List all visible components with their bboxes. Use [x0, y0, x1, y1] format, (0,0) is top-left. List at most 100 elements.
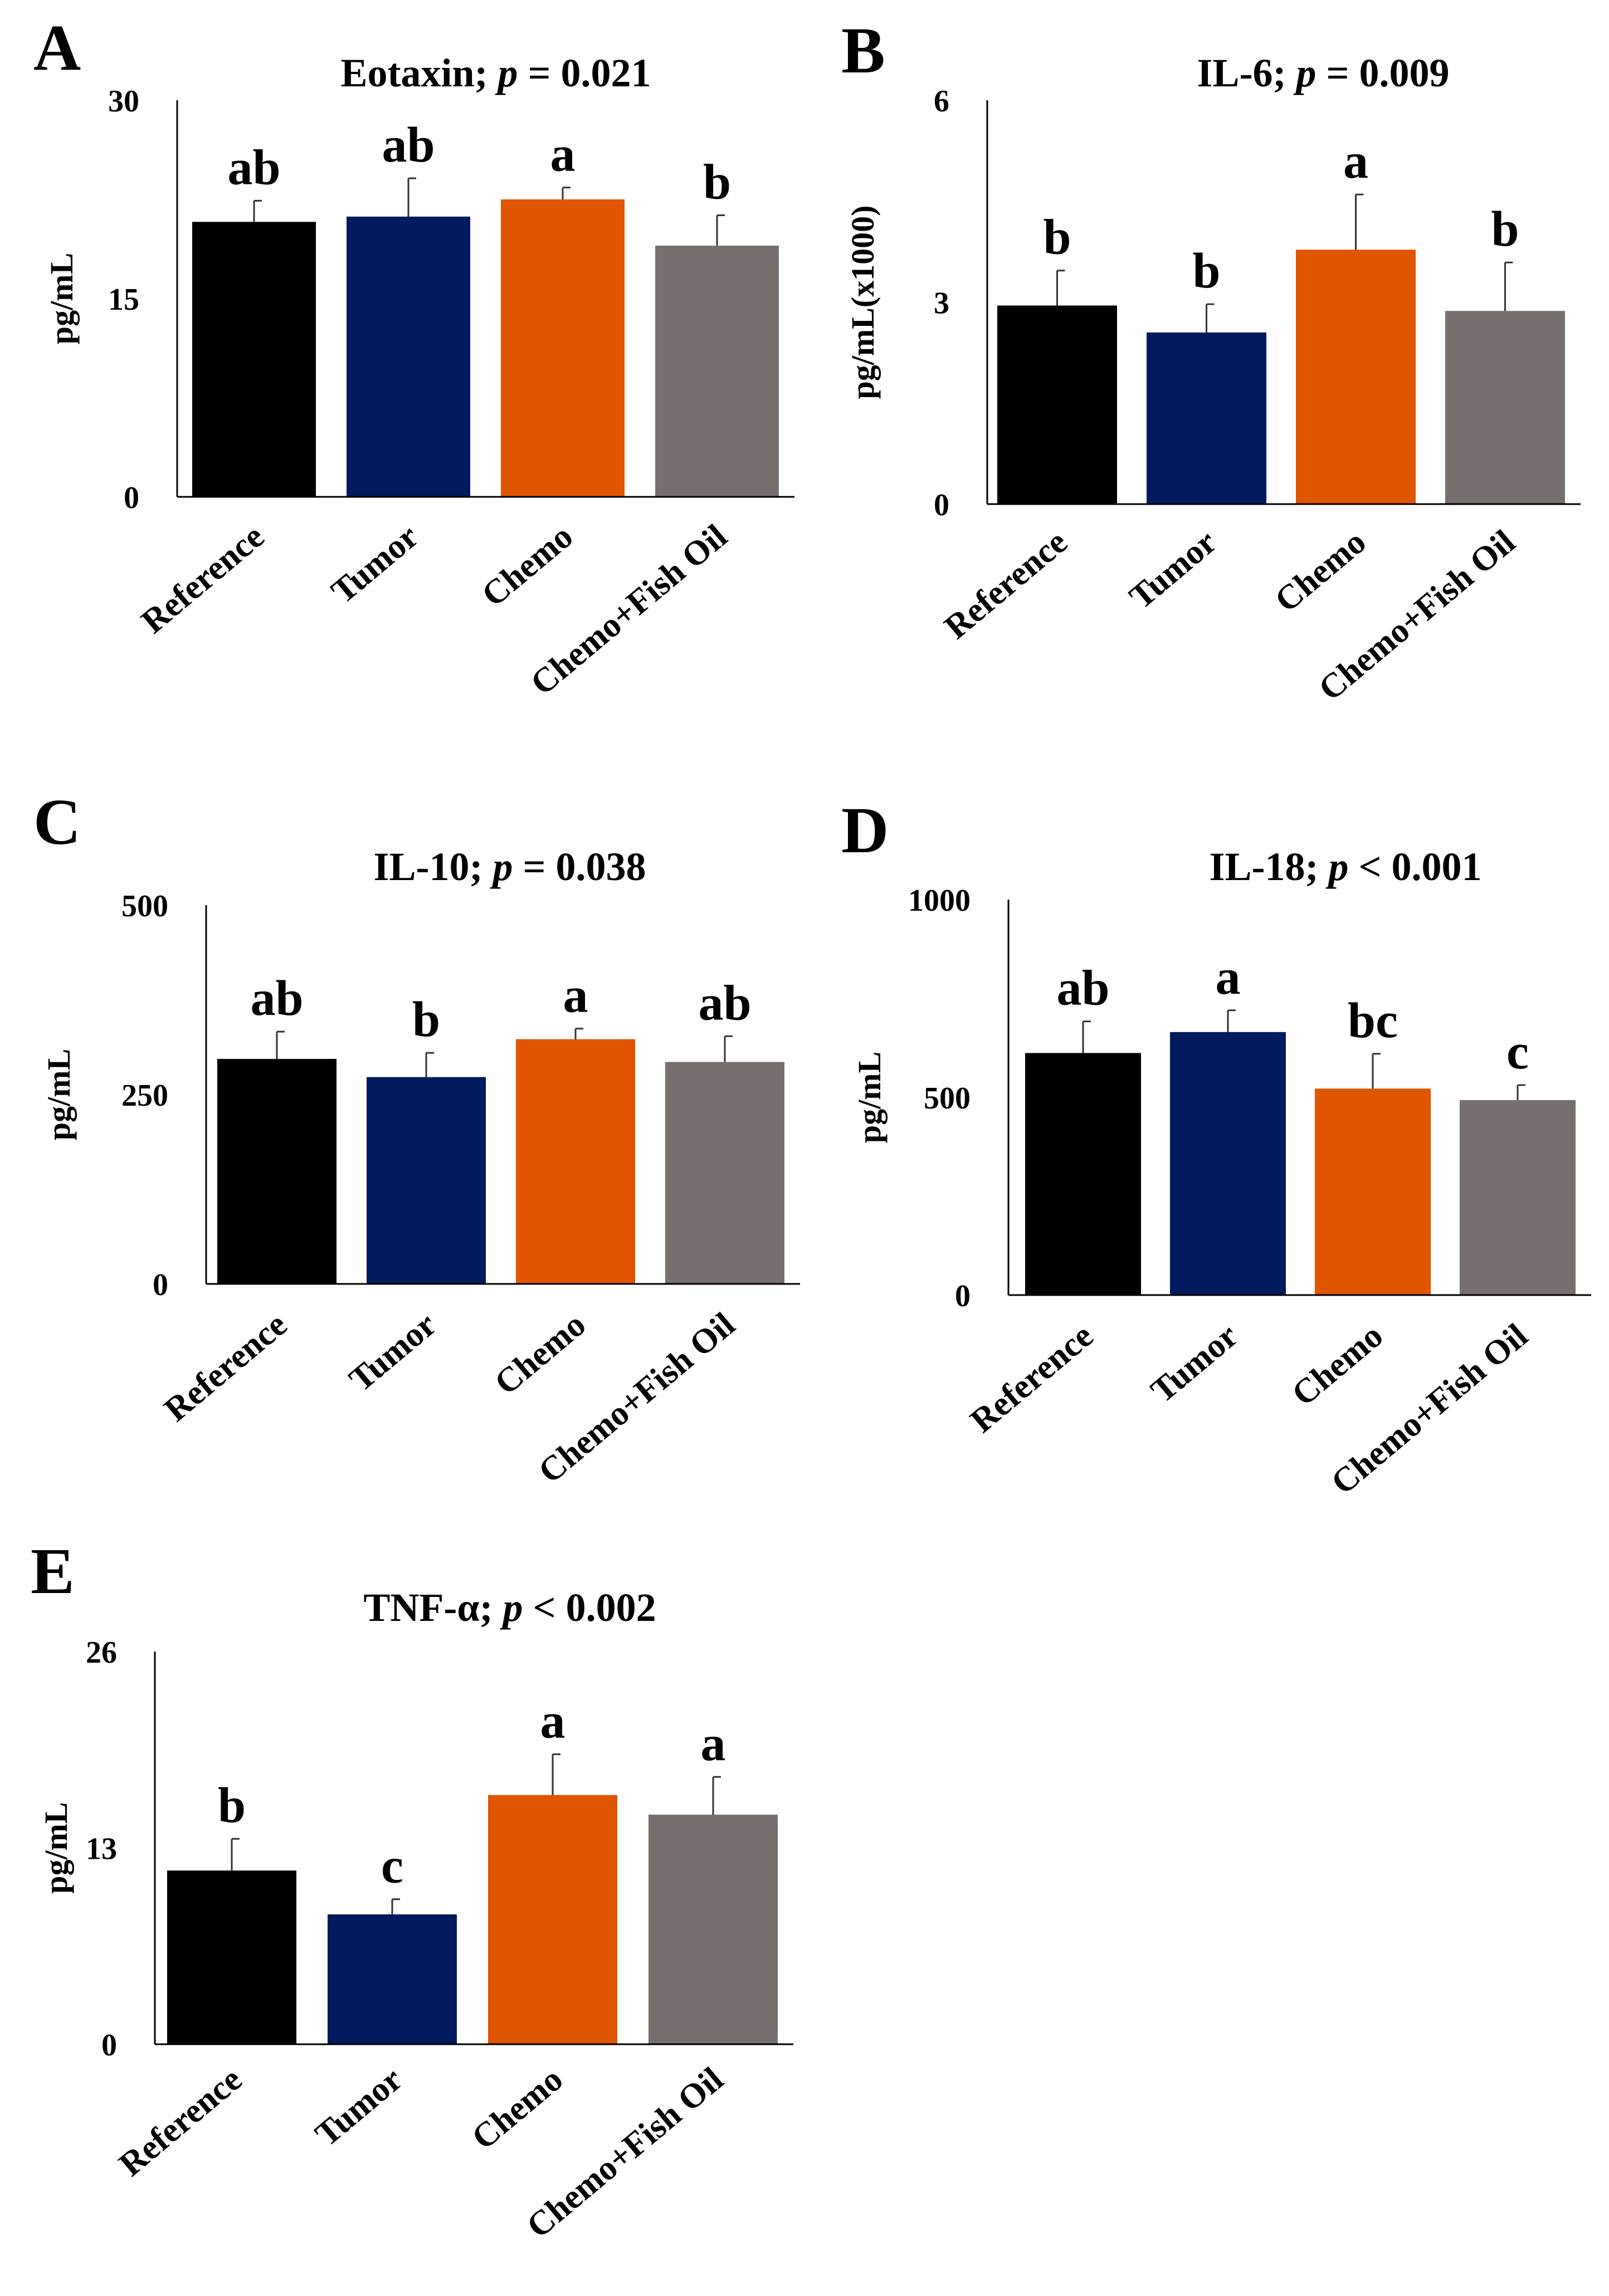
category-label-2: Chemo	[487, 1306, 593, 1403]
y-tick-label-2: 30	[108, 84, 139, 119]
significance-label-0: ab	[1056, 961, 1109, 1016]
panel-letter: B	[841, 14, 885, 87]
y-tick-label-0: 0	[101, 2028, 117, 2063]
bar-3	[655, 246, 779, 497]
bar-1	[347, 216, 470, 497]
significance-label-2: a	[540, 1693, 565, 1748]
category-label-2: Chemo	[1268, 523, 1373, 620]
bar-3	[665, 1062, 784, 1284]
y-axis-label: pg/mL(x1000)	[845, 206, 881, 399]
chart-title-value: < 0.002	[523, 1585, 656, 1630]
chart-title-value: = 0.021	[518, 51, 651, 95]
significance-label-3: a	[701, 1716, 726, 1771]
bar-1	[1170, 1032, 1286, 1295]
panel-letter: C	[33, 785, 81, 858]
bar-3	[649, 1814, 778, 2044]
bar-0	[217, 1059, 337, 1284]
bar-0	[167, 1870, 296, 2044]
chart-title: IL-6; p = 0.009	[1197, 51, 1449, 95]
chart-panel-e: E TNF-α; p < 0.002 b Reference c Tumor a Chemo a…	[31, 1535, 793, 2245]
significance-label-1: b	[1192, 243, 1220, 299]
category-label-1: Tumor	[1144, 1317, 1245, 1410]
bar-0	[997, 305, 1117, 504]
category-label-1: Tumor	[324, 517, 426, 611]
significance-label-1: ab	[382, 118, 435, 173]
bar-2	[501, 199, 625, 497]
panel-letter: D	[841, 794, 889, 867]
chart-title-p: p	[1293, 51, 1316, 95]
y-tick-label-0: 0	[124, 481, 139, 515]
bar-0	[1025, 1053, 1141, 1295]
significance-label-2: bc	[1348, 993, 1398, 1048]
bar-2	[1315, 1088, 1431, 1295]
category-label-2: Chemo	[1285, 1317, 1390, 1414]
y-tick-label-1: 500	[924, 1081, 971, 1116]
y-axis-label: pg/mL	[851, 1052, 888, 1143]
chart-title-value: < 0.001	[1348, 844, 1481, 889]
significance-label-0: b	[218, 1778, 246, 1833]
chart-title: IL-18; p < 0.001	[1209, 844, 1481, 889]
y-tick-label-1: 250	[121, 1078, 168, 1113]
significance-label-1: b	[412, 992, 440, 1047]
panel-letter: E	[31, 1535, 75, 1608]
significance-label-3: b	[703, 154, 731, 209]
chart-title-name: IL-18;	[1209, 844, 1328, 889]
chart-title: IL-10; p = 0.038	[373, 844, 646, 889]
y-axis-label: pg/mL	[41, 1049, 77, 1140]
panel-letter: A	[33, 11, 81, 84]
bar-1	[367, 1077, 486, 1284]
y-tick-label-2: 26	[86, 1635, 117, 1670]
y-tick-label-0: 0	[934, 488, 949, 522]
bar-2	[488, 1795, 617, 2044]
bar-0	[192, 222, 316, 497]
chart-title-name: TNF-α;	[363, 1585, 503, 1630]
significance-label-2: a	[1343, 134, 1368, 189]
category-label-1: Tumor	[1123, 523, 1224, 617]
chart-title-p: p	[489, 844, 513, 889]
chart-title-p: p	[500, 1585, 523, 1630]
y-tick-label-2: 6	[934, 84, 949, 119]
category-label-0: Reference	[963, 1317, 1100, 1440]
y-tick-label-2: 1000	[908, 883, 971, 918]
significance-label-0: b	[1043, 210, 1071, 265]
chart-title: Eotaxin; p = 0.021	[340, 51, 651, 95]
chart-title-name: IL-6;	[1197, 51, 1296, 95]
chart-panel-d: D IL-18; p < 0.001 ab Reference a Tumor bc Chem…	[841, 794, 1591, 1502]
y-axis-label: pg/mL	[38, 1802, 74, 1893]
y-tick-label-1: 13	[86, 1832, 117, 1867]
category-label-0: Reference	[112, 2060, 249, 2184]
chart-panel-a: A Eotaxin; p = 0.021 ab Reference ab Tumor a Ch…	[33, 11, 794, 702]
y-tick-label-0: 0	[955, 1279, 971, 1313]
chart-title: TNF-α; p < 0.002	[363, 1585, 656, 1630]
bar-2	[516, 1039, 635, 1284]
chart-title-value: = 0.038	[513, 844, 646, 889]
significance-label-3: b	[1491, 202, 1519, 257]
chart-title-p: p	[495, 51, 518, 95]
significance-label-1: a	[1216, 950, 1241, 1005]
category-label-0: Reference	[134, 517, 271, 641]
significance-label-0: ab	[250, 971, 303, 1026]
category-label-0: Reference	[157, 1306, 294, 1429]
y-tick-label-2: 500	[121, 889, 168, 924]
chart-panel-c: C IL-10; p = 0.038 ab Reference b Tumor a Chemo…	[33, 785, 800, 1491]
significance-label-2: a	[550, 127, 576, 182]
significance-label-0: ab	[227, 140, 280, 195]
chart-title-value: = 0.009	[1316, 51, 1449, 95]
y-tick-label-1: 3	[934, 286, 949, 321]
category-label-1: Tumor	[308, 2060, 409, 2154]
bar-3	[1460, 1100, 1576, 1295]
chart-title-p: p	[1325, 844, 1348, 889]
category-label-2: Chemo	[465, 2060, 570, 2157]
category-label-2: Chemo	[475, 517, 580, 614]
bar-3	[1445, 311, 1565, 504]
bar-1	[1147, 332, 1266, 504]
category-label-1: Tumor	[342, 1306, 443, 1399]
significance-label-2: a	[563, 968, 588, 1023]
chart-title-name: Eotaxin;	[340, 51, 498, 95]
bar-1	[328, 1914, 457, 2044]
chart-panel-b: B IL-6; p = 0.009bReferencebTumoraChemobC…	[841, 14, 1581, 708]
significance-label-3: c	[1506, 1024, 1529, 1079]
y-axis-label: pg/mL	[43, 253, 80, 344]
